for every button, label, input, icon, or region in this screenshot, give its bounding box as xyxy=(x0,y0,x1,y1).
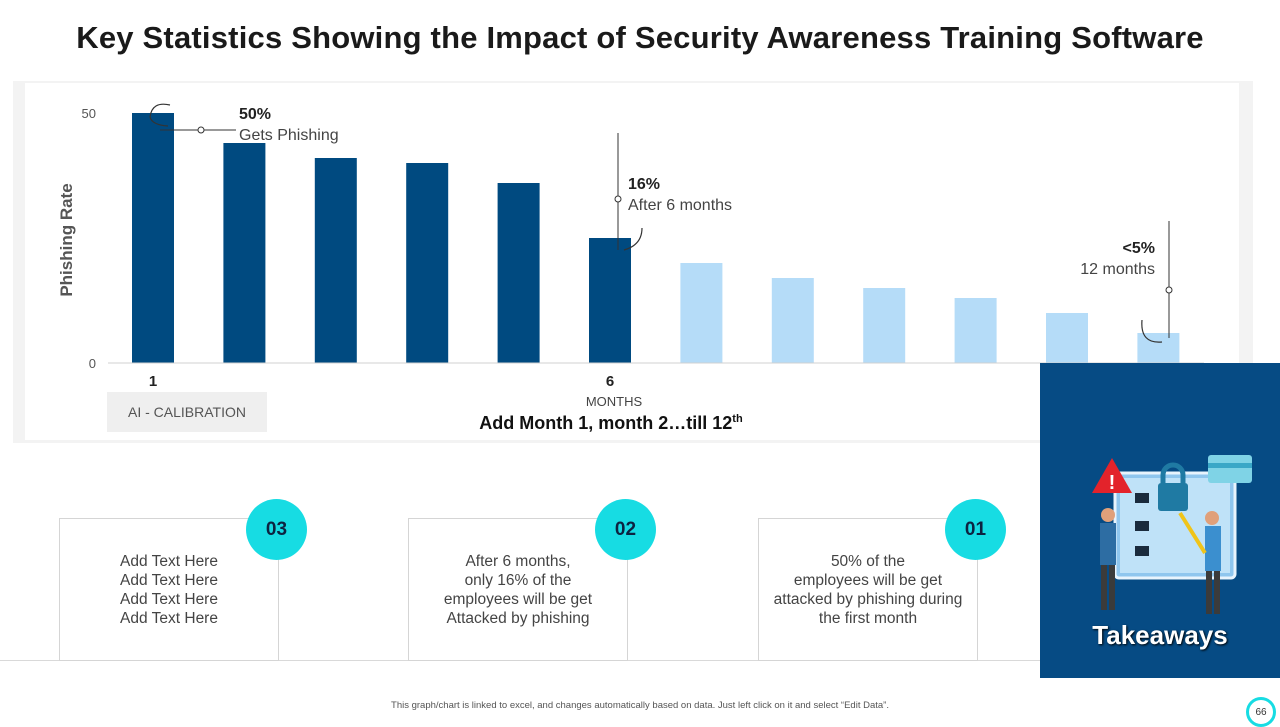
security-illustration: ! xyxy=(1092,455,1252,614)
page-title: Key Statistics Showing the Impact of Sec… xyxy=(76,20,1204,55)
x-tick-label: 6 xyxy=(606,373,614,390)
y-tick-label: 0 xyxy=(89,356,96,371)
ai-calibration-label: AI - CALIBRATION xyxy=(107,392,267,432)
annotation-value: 50% xyxy=(239,106,271,123)
footer-note: This graph/chart is linked to excel, and… xyxy=(391,700,889,711)
bar-month-11 xyxy=(1046,313,1088,363)
bar-month-3 xyxy=(314,158,357,363)
takeaway-card-1: 50% of the employees will be get attacke… xyxy=(758,518,978,661)
bar-month-9 xyxy=(863,288,906,363)
bar-month-12 xyxy=(1137,333,1180,363)
card-badge-1: 01 xyxy=(945,499,1006,560)
svg-text:!: ! xyxy=(1109,472,1116,494)
x-tick-label: 1 xyxy=(149,373,157,390)
card-text: Add Text Here Add Text Here Add Text Her… xyxy=(120,553,218,627)
bar-month-8 xyxy=(771,278,814,363)
annotation-value: <5% xyxy=(1123,240,1155,257)
card-text: 50% of the employees will be get attacke… xyxy=(773,553,963,627)
annotation-arrow xyxy=(623,227,643,251)
annotation-label: After 6 months xyxy=(628,197,732,214)
key-icon xyxy=(1178,511,1207,555)
bar-month-1 xyxy=(132,113,174,363)
bar-month-7 xyxy=(680,263,723,363)
months-note-text: Add Month 1, month 2…till 12 xyxy=(479,413,733,433)
annotation-label: 12 months xyxy=(1080,261,1155,278)
warning-icon xyxy=(1092,458,1132,493)
annotation-dot xyxy=(1165,286,1173,294)
bar-month-10 xyxy=(954,298,997,363)
bar-month-5 xyxy=(497,183,540,363)
y-tick-label: 50 xyxy=(82,106,96,121)
annotation-arrow xyxy=(149,103,171,127)
annotation-label: Gets Phishing xyxy=(239,127,339,144)
card-badge-2: 02 xyxy=(595,499,656,560)
takeaway-card-2: After 6 months, only 16% of the employee… xyxy=(408,518,628,661)
bar-month-6 xyxy=(589,238,631,363)
card-text: After 6 months, only 16% of the employee… xyxy=(443,553,593,627)
annotation-value: 16% xyxy=(628,176,660,193)
annotation-dot xyxy=(614,195,622,203)
x-axis-title: MONTHS xyxy=(586,394,643,409)
months-note-sup: th xyxy=(732,413,743,425)
card-badge-3: 03 xyxy=(246,499,307,560)
takeaways-panel: ! xyxy=(1040,363,1280,678)
bar-month-2 xyxy=(223,143,266,363)
page-number: 66 xyxy=(1246,697,1276,727)
annotation-dot xyxy=(197,126,205,134)
padlock-icon xyxy=(1158,483,1188,511)
months-note: Add Month 1, month 2…till 12th xyxy=(0,413,1222,434)
bar-month-4 xyxy=(406,163,449,363)
takeaway-card-3: Add Text Here Add Text Here Add Text Her… xyxy=(59,518,279,661)
annotation-arrow xyxy=(1141,319,1163,343)
y-axis-title: Phishing Rate xyxy=(57,183,76,296)
takeaways-label: Takeaways xyxy=(1092,620,1228,650)
